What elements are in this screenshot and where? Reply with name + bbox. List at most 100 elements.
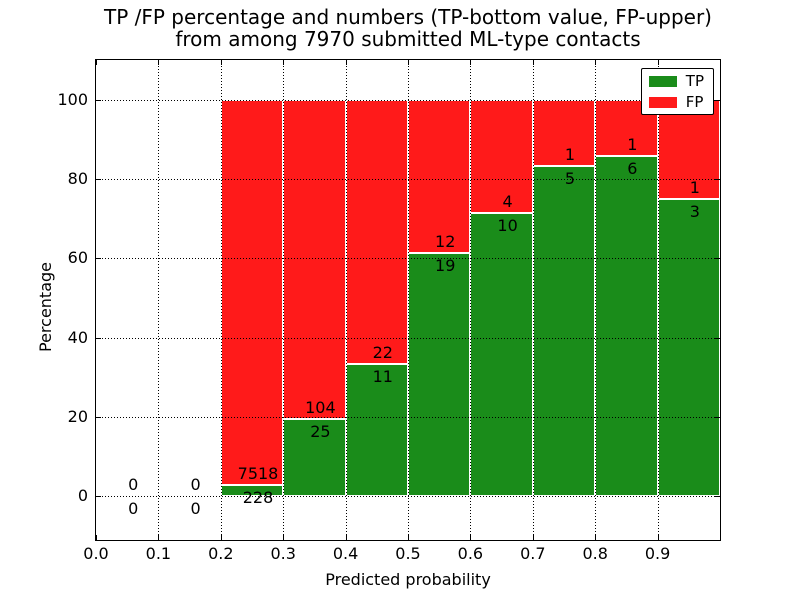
legend-item-tp: TP — [648, 71, 704, 90]
chart-title-line-2: from among 7970 submitted ML-type contac… — [175, 27, 641, 51]
x-tick-label: 0.8 — [582, 544, 608, 563]
gridline-x — [220, 60, 222, 540]
tp-count-annotation: 228 — [242, 487, 274, 507]
x-tick-label: 0.1 — [145, 544, 172, 563]
y-tick-label: 60 — [67, 248, 88, 268]
bar-tp-segment — [283, 419, 346, 497]
gridline-y — [96, 99, 720, 101]
tp-count-annotation: 11 — [372, 367, 393, 387]
x-tick-label: 0.2 — [208, 544, 234, 563]
x-tick-mark-top — [220, 60, 222, 65]
x-tick-mark-top — [657, 60, 659, 65]
gridline-x — [470, 60, 472, 540]
x-tick-label: 0.3 — [270, 544, 296, 563]
bar-tp-segment — [532, 165, 596, 497]
gridline-y — [96, 179, 720, 180]
y-tick-label: 80 — [67, 169, 88, 188]
gridline-x — [595, 60, 597, 540]
gridline-x — [283, 60, 285, 540]
x-tick-mark-top — [408, 60, 409, 65]
x-tick-mark — [470, 535, 472, 540]
fp-count-annotation: 0 — [128, 475, 139, 495]
y-tick-mark-right — [715, 99, 720, 101]
x-tick-mark-top — [532, 60, 534, 65]
legend-item-label: FP — [685, 92, 704, 111]
x-tick-label: 0.0 — [83, 544, 109, 563]
y-tick-mark — [96, 417, 101, 419]
bar-fp-segment — [220, 99, 284, 485]
tp-count-annotation: 25 — [310, 422, 331, 442]
fp-count-annotation: 1 — [627, 135, 638, 155]
x-tick-mark — [345, 535, 347, 540]
gridline-x — [158, 60, 160, 540]
legend: TP FP — [640, 68, 714, 115]
y-tick-mark — [96, 258, 101, 260]
x-tick-mark — [408, 535, 409, 540]
bar-tp-segment — [408, 253, 471, 497]
x-axis-label: Predicted probability — [325, 570, 491, 589]
fp-count-annotation: 0 — [190, 475, 201, 495]
y-tick-mark — [96, 337, 101, 339]
x-tick-mark — [96, 535, 97, 540]
y-tick-label: 0 — [77, 486, 88, 506]
bar-fp-segment — [532, 99, 596, 166]
x-tick-mark — [158, 535, 160, 540]
bar-fp-segment — [345, 99, 408, 365]
gridline-x — [657, 60, 659, 540]
fp-count-annotation: 22 — [372, 343, 393, 363]
x-tick-label: 0.6 — [457, 544, 484, 563]
x-tick-mark — [657, 535, 659, 540]
legend-swatch-fp — [648, 96, 677, 108]
tp-count-annotation: 10 — [497, 216, 518, 235]
gridline-x — [408, 60, 409, 540]
tp-count-annotation: 3 — [689, 201, 700, 221]
x-tick-mark-top — [283, 60, 285, 65]
tp-count-annotation: 0 — [128, 499, 139, 519]
gridline-y — [96, 337, 720, 339]
x-tick-mark — [283, 535, 285, 540]
x-tick-mark — [220, 535, 222, 540]
gridline-y — [96, 496, 720, 498]
x-tick-mark-top — [595, 60, 597, 65]
x-tick-label: 0.9 — [644, 544, 671, 563]
bar-fp-segment — [408, 99, 471, 254]
x-tick-mark-top — [158, 60, 160, 65]
tp-count-annotation: 6 — [627, 159, 638, 179]
chart-title: TP /FP percentage and numbers (TP-bottom… — [96, 6, 720, 50]
fp-count-annotation: 12 — [435, 232, 456, 252]
legend-item-label: TP — [685, 71, 704, 90]
y-tick-label: 100 — [57, 89, 88, 109]
bar-fp-segment — [283, 99, 346, 420]
gridline-x — [532, 60, 534, 540]
y-tick-mark-right — [715, 179, 720, 180]
y-tick-mark-right — [715, 417, 720, 419]
y-tick-label: 20 — [67, 407, 88, 427]
x-tick-mark — [532, 535, 534, 540]
y-tick-mark-right — [715, 258, 720, 260]
tp-count-annotation: 19 — [435, 256, 456, 276]
bar-tp-segment — [657, 198, 720, 497]
x-tick-mark-top — [96, 60, 97, 65]
gridline-y — [96, 417, 720, 419]
y-tick-mark-right — [715, 337, 720, 339]
x-tick-label: 0.7 — [520, 544, 546, 563]
x-tick-label: 0.4 — [332, 544, 359, 563]
legend-item-fp: FP — [648, 92, 704, 111]
chart-title-line-1: TP /FP percentage and numbers (TP-bottom… — [104, 5, 712, 29]
x-tick-label: 0.5 — [395, 544, 421, 563]
y-tick-mark-right — [715, 496, 720, 498]
legend-swatch-tp — [648, 75, 677, 87]
y-tick-mark — [96, 179, 101, 180]
y-tick-label: 40 — [67, 327, 88, 347]
plot-area: TP FP 0.0 0.1 0.2 0.3 0.4 0.5 0.6 0.7 0.8 0.9 0 20 40… — [57, 59, 721, 562]
fp-count-annotation: 7518 — [237, 463, 279, 483]
x-tick-mark-top — [345, 60, 347, 65]
bar-fp-segment — [657, 99, 720, 199]
fp-count-annotation: 4 — [502, 192, 513, 212]
x-tick-mark — [595, 535, 597, 540]
fp-count-annotation: 1 — [564, 144, 576, 164]
x-tick-mark-top — [470, 60, 472, 65]
fp-count-annotation: 1 — [689, 177, 700, 197]
bar-tp-segment — [470, 213, 533, 497]
